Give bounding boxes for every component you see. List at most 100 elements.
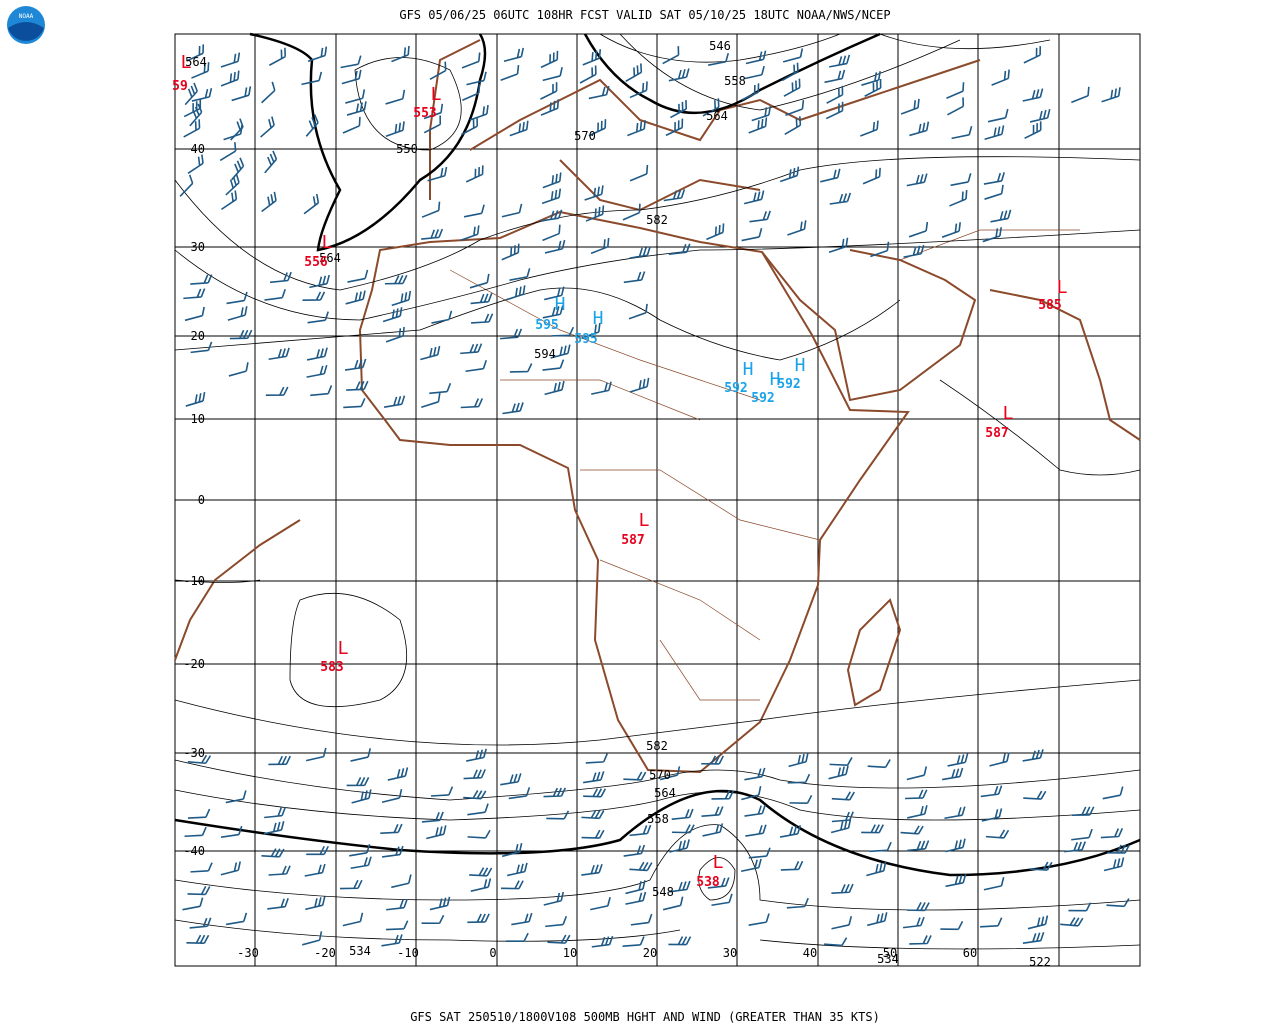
wind-barb (671, 824, 695, 834)
barb-shape (622, 936, 645, 948)
barb-shape (780, 860, 804, 871)
wind-barb (460, 398, 484, 409)
wind-barb (784, 116, 802, 135)
barb-shape (346, 380, 369, 391)
wind-barb (350, 748, 372, 762)
wind-barb (629, 377, 650, 393)
barb-shape (339, 879, 363, 890)
wind-barb (581, 809, 605, 820)
wind-barb (950, 173, 972, 187)
wind-barb (1023, 46, 1042, 64)
barb-shape (1022, 932, 1045, 944)
wind-barb (944, 806, 966, 820)
wind-barb (744, 65, 765, 80)
barb-shape (225, 912, 248, 926)
wind-barb (740, 858, 762, 873)
wind-barb (1068, 902, 1092, 912)
wind-barb (421, 201, 441, 218)
wind-barb (668, 68, 690, 82)
borders (449, 229, 1080, 701)
contour-label: 564 (319, 251, 341, 265)
wind-barb (829, 54, 851, 68)
wind-barb (1064, 841, 1086, 853)
barb-shape (430, 786, 454, 797)
wind-barb (501, 243, 520, 261)
wind-barb (189, 103, 203, 127)
wind-barb (940, 921, 964, 931)
barb-shape (625, 891, 647, 905)
wind-barb (429, 896, 451, 911)
barb-shape (383, 395, 406, 408)
barb-shape (502, 843, 523, 858)
wind-barb (831, 811, 854, 823)
lat-label: 0 (198, 493, 205, 507)
contour (174, 679, 1141, 746)
barb-shape (465, 165, 484, 183)
barb-shape (947, 97, 965, 116)
wind-barb (187, 886, 211, 896)
wind-barb (466, 71, 487, 86)
wind-barb (186, 44, 205, 62)
barb-shape (391, 45, 410, 63)
wind-barb (502, 843, 523, 858)
wind-barb (902, 916, 925, 929)
barb-shape (629, 246, 651, 259)
barb-shape (1071, 86, 1090, 104)
barb-shape (1023, 790, 1047, 800)
wind-barb (743, 190, 765, 205)
barb-shape (349, 844, 371, 857)
barb-shape (421, 392, 441, 409)
barb-shape (550, 344, 571, 359)
wind-barb (509, 120, 529, 137)
wind-barb (582, 49, 602, 66)
wind-barb (343, 397, 366, 409)
wind-barb (989, 752, 1010, 767)
wind-barb (1029, 861, 1053, 871)
barb-shape (623, 771, 647, 781)
barb-shape (743, 190, 765, 205)
lon-label: 60 (963, 946, 977, 960)
wind-barb (220, 190, 238, 211)
wind-barb (1100, 827, 1124, 839)
barb-shape (581, 863, 603, 876)
barb-shape (342, 912, 364, 927)
barb-shape (820, 168, 841, 183)
barb-shape (301, 71, 323, 86)
wind-barb (668, 936, 692, 946)
contour-label: 570 (649, 768, 671, 782)
wind-barb (306, 845, 329, 856)
wind-barb (706, 223, 725, 241)
wind-barb (987, 108, 1009, 123)
wind-barb (421, 811, 444, 823)
barb-shape (264, 288, 286, 301)
wind-barb (909, 935, 932, 945)
wind-barb (462, 84, 481, 101)
barb-shape (509, 268, 531, 281)
barb-shape (789, 794, 813, 805)
barb-shape (219, 142, 237, 162)
contour-thick-south (174, 789, 1141, 877)
center-value: 538 (696, 875, 720, 890)
wind-barb (590, 237, 610, 255)
barb-shape (861, 71, 881, 86)
barb-shape (183, 119, 201, 138)
wind-barb (426, 825, 447, 840)
wind-barb (787, 220, 807, 236)
center-symbol: L (713, 852, 724, 873)
barb-shape (909, 121, 930, 137)
barb-shape (942, 767, 964, 781)
wind-barb (261, 848, 285, 858)
barb-shape (668, 243, 691, 255)
lat-label: -30 (183, 746, 205, 760)
barb-shape (588, 85, 610, 100)
center-value: 556 (304, 255, 328, 270)
wind-barb (351, 789, 372, 804)
barb-shape (944, 806, 966, 820)
barb-shape (431, 310, 453, 324)
barb-shape (543, 787, 567, 798)
wind-barb (907, 805, 928, 819)
barb-shape (264, 806, 286, 819)
wind-barb (909, 121, 930, 137)
barb-shape (981, 808, 1003, 822)
lon-label: -30 (237, 946, 259, 960)
